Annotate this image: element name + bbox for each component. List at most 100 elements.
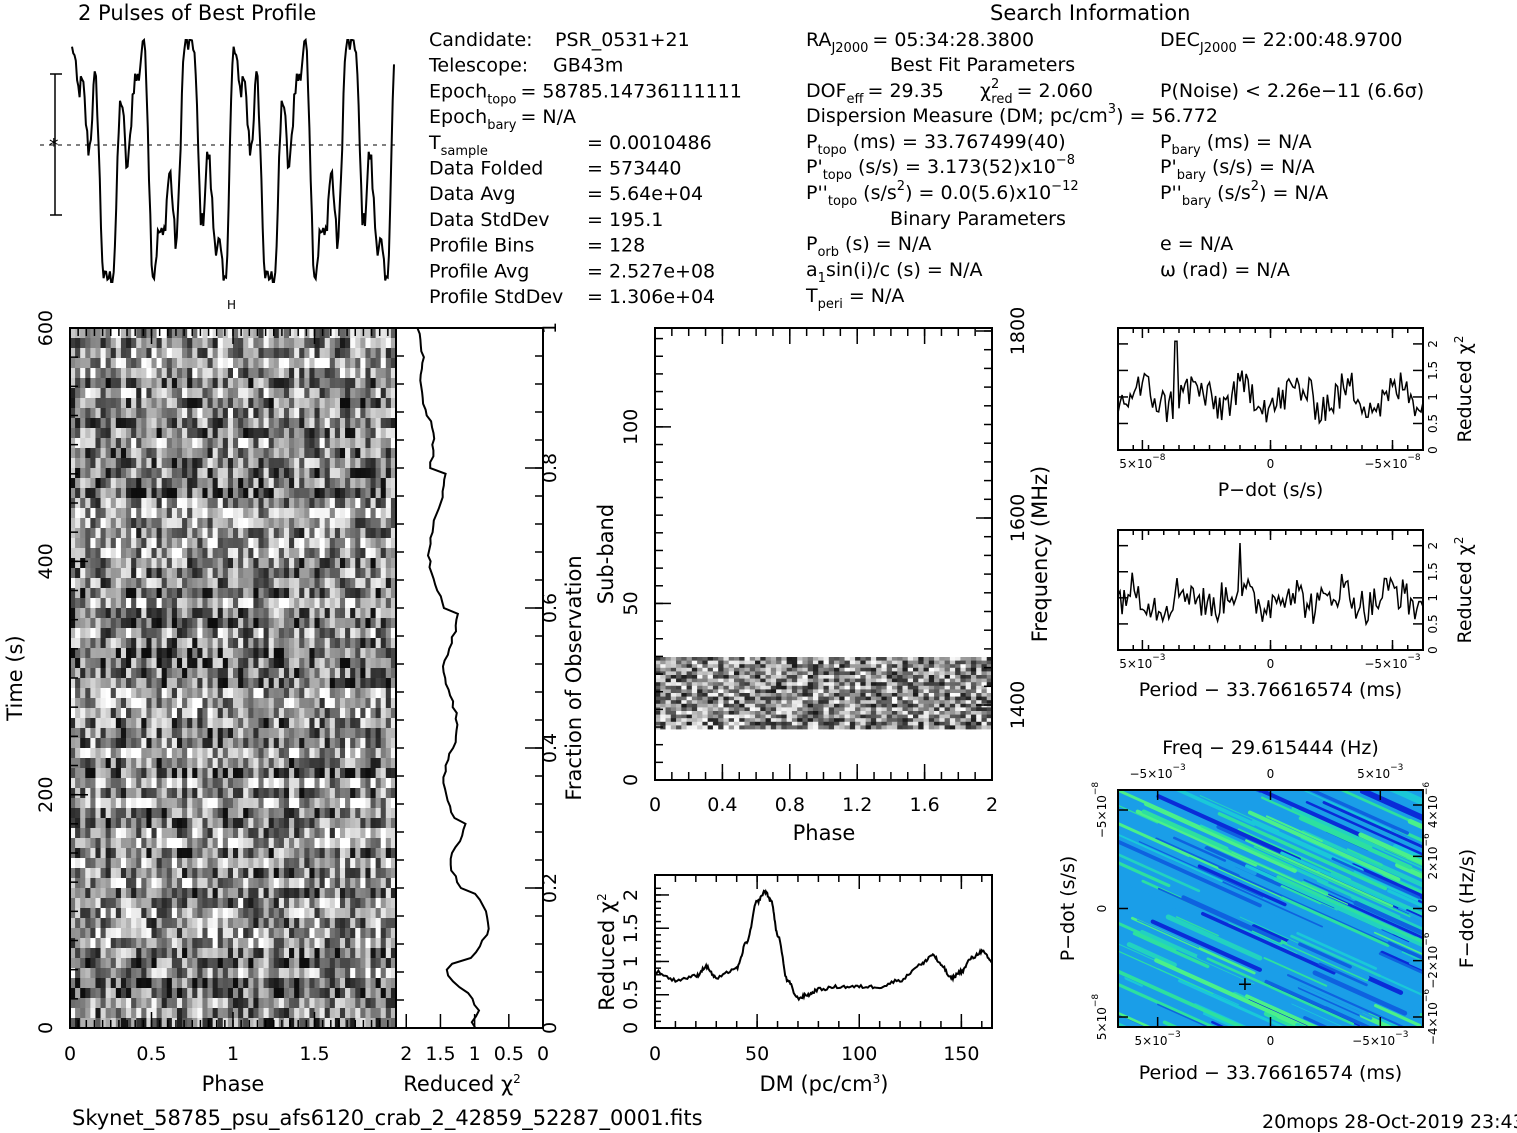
time-phase-cell (120, 868, 127, 879)
time-phase-cell (339, 918, 346, 929)
time-phase-cell (222, 948, 229, 959)
time-phase-cell (345, 428, 351, 439)
time-phase-cell (360, 528, 366, 539)
time-phase-cell (370, 958, 377, 969)
time-phase-cell (278, 708, 285, 719)
time-phase-cell (187, 868, 193, 879)
time-phase-cell (197, 978, 203, 989)
time-phase-cell (110, 498, 117, 509)
time-phase-cell (289, 418, 295, 429)
time-phase-cell (319, 888, 326, 899)
time-phase-cell (192, 478, 198, 489)
time-phase-cell (380, 338, 387, 349)
time-phase-cell (253, 578, 259, 589)
time-phase-cell (273, 918, 280, 929)
time-phase-cell (360, 738, 366, 749)
time-phase-cell (202, 418, 208, 429)
time-phase-cell (294, 628, 300, 639)
time-phase-cell (355, 558, 361, 569)
time-phase-cell (268, 358, 275, 369)
time-phase-cell (319, 958, 326, 969)
time-phase-cell (309, 438, 315, 449)
time-phase-cell (380, 468, 387, 479)
time-phase-cell (283, 618, 290, 629)
time-phase-cell (345, 548, 351, 559)
time-phase-cell (141, 618, 147, 629)
time-phase-cell (207, 348, 214, 359)
time-phase-cell (70, 398, 76, 409)
time-phase-cell (151, 808, 157, 819)
time-phase-cell (182, 978, 188, 989)
time-phase-cell (90, 828, 96, 839)
subband-cell (897, 667, 903, 672)
time-phase-cell (319, 798, 326, 809)
time-phase-cell (156, 838, 163, 849)
time-phase-cell (166, 498, 173, 509)
time-phase-cell (227, 448, 234, 459)
time-phase-cell (283, 568, 290, 579)
time-phase-cell (289, 878, 295, 889)
time-phase-cell (146, 688, 152, 699)
time-phase-cell (212, 998, 219, 1009)
time-phase-cell (151, 618, 157, 629)
time-phase-cell (126, 868, 132, 879)
time-phase-cell (339, 558, 346, 569)
time-phase-cell (222, 988, 229, 999)
time-phase-cell (161, 408, 168, 419)
time-phase-cell (319, 998, 326, 1009)
subband-cell (765, 664, 772, 669)
time-phase-cell (345, 868, 351, 879)
time-phase-cell (299, 588, 305, 599)
time-phase-cell (309, 848, 315, 859)
subband-cell (818, 660, 824, 665)
time-phase-cell (156, 598, 163, 609)
time-phase-cell (166, 918, 173, 929)
time-phase-cell (115, 928, 122, 939)
time-phase-cell (355, 668, 361, 679)
time-phase-cell (187, 358, 193, 369)
time-phase-cell (304, 908, 310, 919)
time-phase-cell (289, 438, 295, 449)
time-phase-cell (334, 508, 341, 519)
time-phase-cell (131, 798, 137, 809)
time-phase-cell (115, 528, 122, 539)
time-phase-cell (131, 698, 137, 709)
time-phase-cell (70, 798, 76, 809)
time-phase-cell (370, 798, 377, 809)
time-phase-cell (283, 928, 290, 939)
time-phase-cell (217, 428, 224, 439)
time-phase-cell (115, 478, 122, 489)
time-phase-cell (100, 658, 107, 669)
time-phase-cell (233, 938, 239, 949)
time-phase-cell (289, 658, 295, 669)
time-phase-cell (385, 818, 392, 829)
time-phase-cell (120, 898, 127, 909)
time-phase-cell (212, 588, 219, 599)
time-phase-cell (319, 618, 326, 629)
time-phase-cell (202, 578, 208, 589)
time-phase-cell (324, 688, 331, 699)
time-phase-cell (187, 918, 193, 929)
time-phase-cell (299, 468, 305, 479)
time-phase-cell (334, 558, 341, 569)
time-phase-cell (370, 758, 377, 769)
time-phase-cell (90, 378, 96, 389)
time-phase-cell (120, 948, 127, 959)
time-phase-cell (365, 418, 371, 429)
time-phase-cell (385, 448, 392, 459)
time-phase-cell (151, 648, 157, 659)
time-phase-cell (248, 768, 254, 779)
time-phase-cell (110, 878, 117, 889)
subband-cell (849, 657, 856, 661)
time-phase-ytick: 600 (35, 310, 57, 346)
time-phase-cell (273, 478, 280, 489)
time-phase-cell (90, 838, 96, 849)
time-phase-cell (141, 448, 147, 459)
time-phase-cell (329, 388, 336, 399)
time-phase-cell (278, 368, 285, 379)
time-phase-cell (182, 358, 188, 369)
subband-cell (897, 657, 903, 661)
time-phase-cell (385, 538, 392, 549)
subband-cell (812, 667, 819, 672)
time-phase-cell (380, 688, 387, 699)
